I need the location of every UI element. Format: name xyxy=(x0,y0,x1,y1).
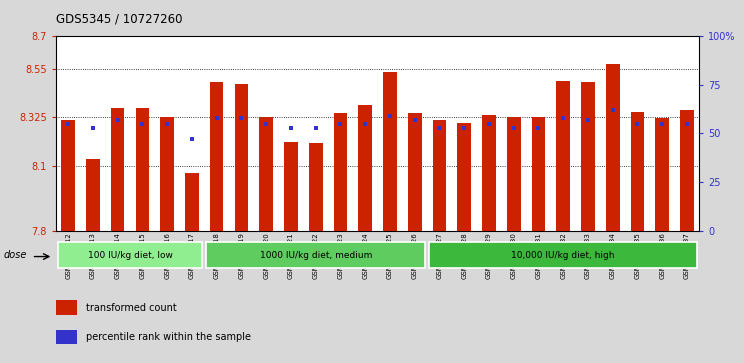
Text: 100 IU/kg diet, low: 100 IU/kg diet, low xyxy=(88,250,173,260)
Bar xyxy=(333,113,347,231)
Text: GDS5345 / 10727260: GDS5345 / 10727260 xyxy=(56,13,182,26)
Bar xyxy=(161,117,174,231)
Bar xyxy=(56,300,77,315)
Bar xyxy=(359,105,372,231)
Bar xyxy=(185,173,199,231)
Bar xyxy=(260,117,273,231)
Bar xyxy=(206,242,425,268)
Bar xyxy=(234,84,248,231)
Bar xyxy=(557,81,570,231)
Bar xyxy=(111,107,124,231)
Bar xyxy=(581,82,594,231)
Text: 10,000 IU/kg diet, high: 10,000 IU/kg diet, high xyxy=(511,250,615,260)
Bar xyxy=(61,121,75,231)
Bar xyxy=(56,330,77,344)
Text: dose: dose xyxy=(4,250,27,260)
Bar xyxy=(458,123,471,231)
Bar xyxy=(284,142,298,231)
Text: 1000 IU/kg diet, medium: 1000 IU/kg diet, medium xyxy=(260,250,372,260)
Bar xyxy=(655,118,669,231)
Bar xyxy=(507,117,521,231)
Bar xyxy=(631,112,644,231)
Bar xyxy=(408,113,422,231)
Bar xyxy=(383,72,397,231)
Bar xyxy=(532,117,545,231)
Bar xyxy=(482,115,496,231)
Text: percentile rank within the sample: percentile rank within the sample xyxy=(86,332,251,342)
Bar xyxy=(210,82,223,231)
Bar xyxy=(433,121,446,231)
Bar xyxy=(135,107,150,231)
Bar xyxy=(86,159,100,231)
Bar xyxy=(58,242,202,268)
Bar xyxy=(680,110,694,231)
Bar xyxy=(606,64,620,231)
Bar xyxy=(429,242,697,268)
Bar xyxy=(309,143,322,231)
Text: transformed count: transformed count xyxy=(86,303,177,313)
